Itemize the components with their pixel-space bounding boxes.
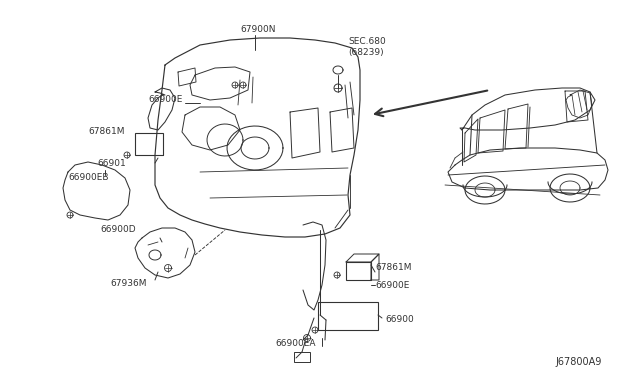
Text: 66900EA: 66900EA [275,339,316,347]
Text: 67861M: 67861M [375,263,412,273]
Bar [346,262,371,280]
Text: 67936M: 67936M [110,279,147,288]
Text: 66901: 66901 [97,158,125,167]
Text: 66900D: 66900D [100,225,136,234]
Text: 67900N: 67900N [240,26,275,35]
Bar [135,133,163,155]
Text: 66900E: 66900E [375,280,410,289]
Bar [318,302,378,330]
Text: SEC.680: SEC.680 [348,38,386,46]
Text: (68239): (68239) [348,48,383,58]
Text: 66900E: 66900E [148,96,182,105]
Text: 66900EB: 66900EB [68,173,109,183]
Text: 67861M: 67861M [88,128,125,137]
Text: J67800A9: J67800A9 [555,357,602,367]
Bar [294,352,310,362]
Text: 66900: 66900 [385,315,413,324]
